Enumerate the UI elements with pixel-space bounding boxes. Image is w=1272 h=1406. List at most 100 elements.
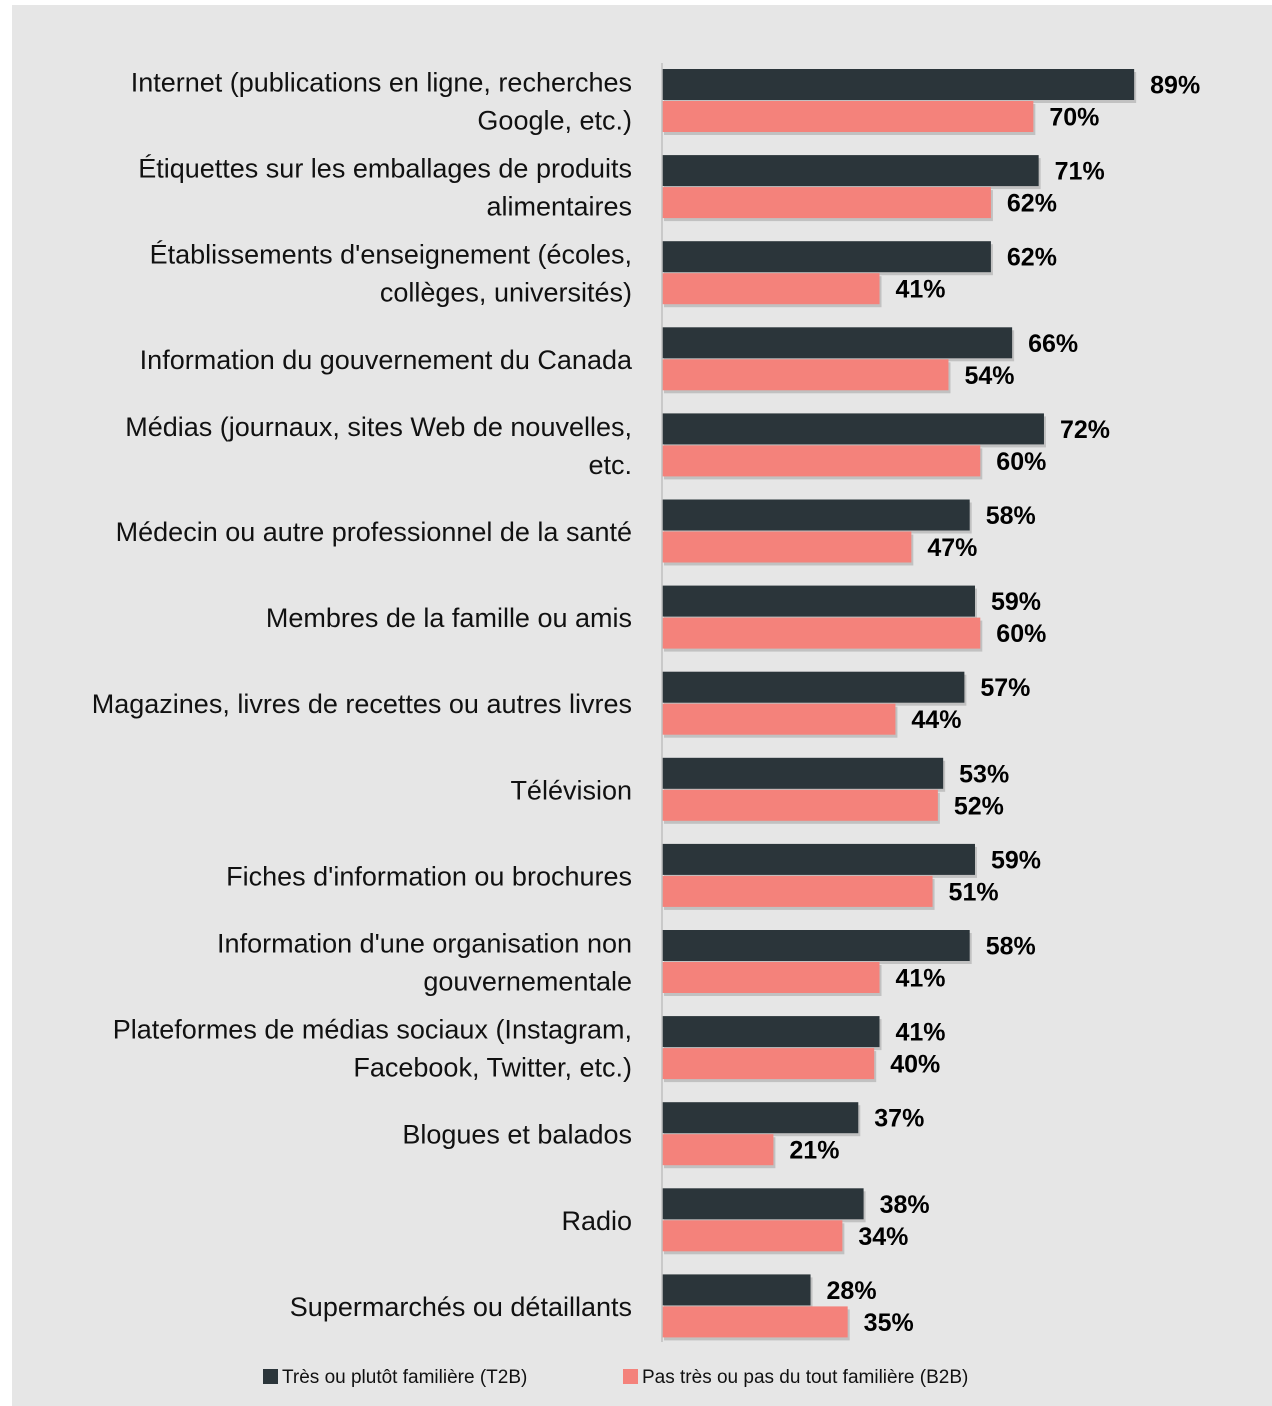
category-label-line: Télévision xyxy=(510,775,632,805)
category-label-line: etc. xyxy=(588,450,632,480)
value-label-t2b-5: 58% xyxy=(986,502,1036,530)
value-label-b2b-0: 70% xyxy=(1049,104,1099,132)
value-label-t2b-14: 28% xyxy=(827,1277,877,1305)
category-label-7: Magazines, livres de recettes ou autres … xyxy=(92,689,632,719)
value-label-t2b-4: 72% xyxy=(1060,416,1110,444)
bar-b2b-14 xyxy=(662,1306,848,1338)
legend-item-b2b: Pas très ou pas du tout familière (B2B) xyxy=(623,1367,968,1388)
category-label-line: collèges, universités) xyxy=(380,278,632,308)
bar-t2b-2 xyxy=(662,241,991,273)
value-label-t2b-2: 62% xyxy=(1007,244,1057,272)
category-label-line: Plateformes de médias sociaux (Instagram… xyxy=(113,1015,632,1045)
category-label-line: Internet (publications en ligne, recherc… xyxy=(131,68,632,98)
category-label-3: Information du gouvernement du Canada xyxy=(140,345,633,375)
bar-chart: Internet (publications en ligne, recherc… xyxy=(92,63,1200,1388)
value-label-b2b-2: 41% xyxy=(896,276,946,304)
category-label-9: Fiches d'information ou brochures xyxy=(226,861,632,891)
category-label-line: Médecin ou autre professionnel de la san… xyxy=(116,517,632,547)
bar-b2b-6 xyxy=(662,617,981,649)
bar-b2b-4 xyxy=(662,445,981,477)
bar-b2b-2 xyxy=(662,273,880,305)
bar-t2b-4 xyxy=(662,413,1044,445)
category-label-line: Facebook, Twitter, etc.) xyxy=(353,1053,632,1083)
category-label-line: Information d'une organisation non xyxy=(217,929,632,959)
value-label-t2b-0: 89% xyxy=(1150,72,1200,100)
bar-t2b-8 xyxy=(662,757,944,789)
bar-b2b-13 xyxy=(662,1220,843,1252)
category-label-5: Médecin ou autre professionnel de la san… xyxy=(116,517,632,547)
category-label-line: Étiquettes sur les emballages de produit… xyxy=(138,154,632,184)
legend-item-t2b: Très ou plutôt familière (T2B) xyxy=(263,1367,527,1388)
legend-swatch-b2b xyxy=(623,1369,638,1384)
bar-t2b-9 xyxy=(662,843,975,875)
category-label-8: Télévision xyxy=(510,775,632,805)
bar-t2b-13 xyxy=(662,1188,864,1220)
bar-t2b-7 xyxy=(662,671,965,703)
bar-t2b-0 xyxy=(662,69,1135,100)
category-label-6: Membres de la famille ou amis xyxy=(266,603,632,633)
category-label-12: Blogues et balados xyxy=(402,1120,632,1150)
value-label-t2b-7: 57% xyxy=(980,674,1030,702)
legend-label-t2b: Très ou plutôt familière (T2B) xyxy=(282,1367,527,1388)
category-label-line: Établissements d'enseignement (écoles, xyxy=(150,240,632,270)
category-label-line: Google, etc.) xyxy=(477,106,632,136)
value-label-t2b-9: 59% xyxy=(991,846,1041,874)
category-label-line: Supermarchés ou détaillants xyxy=(290,1292,632,1322)
value-label-b2b-12: 21% xyxy=(789,1137,839,1165)
bar-b2b-11 xyxy=(662,1048,875,1080)
value-label-b2b-1: 62% xyxy=(1007,190,1057,218)
bar-b2b-7 xyxy=(662,703,896,735)
value-label-t2b-13: 38% xyxy=(880,1191,930,1219)
value-label-b2b-9: 51% xyxy=(949,878,999,906)
bar-b2b-1 xyxy=(662,187,991,219)
value-label-t2b-11: 41% xyxy=(896,1019,946,1047)
bar-t2b-6 xyxy=(662,585,975,617)
value-label-b2b-6: 60% xyxy=(996,620,1046,648)
category-label-4: Médias (journaux, sites Web de nouvelles… xyxy=(125,412,632,480)
bar-b2b-8 xyxy=(662,789,938,821)
value-label-b2b-4: 60% xyxy=(996,448,1046,476)
category-label-line: Information du gouvernement du Canada xyxy=(140,345,633,375)
value-label-b2b-8: 52% xyxy=(954,792,1004,820)
value-label-b2b-11: 40% xyxy=(890,1051,940,1079)
bar-b2b-12 xyxy=(662,1134,774,1166)
value-label-b2b-7: 44% xyxy=(911,706,961,734)
bar-b2b-0 xyxy=(662,101,1034,132)
value-label-t2b-10: 58% xyxy=(986,933,1036,961)
bar-t2b-14 xyxy=(662,1274,811,1306)
bar-t2b-12 xyxy=(662,1102,859,1134)
value-label-b2b-10: 41% xyxy=(896,965,946,993)
bar-b2b-3 xyxy=(662,359,949,391)
bar-b2b-10 xyxy=(662,962,880,993)
legend-label-b2b: Pas très ou pas du tout familière (B2B) xyxy=(642,1367,968,1388)
bar-b2b-9 xyxy=(662,875,933,907)
value-label-t2b-3: 66% xyxy=(1028,330,1078,358)
value-label-t2b-6: 59% xyxy=(991,588,1041,616)
chart-panel: Internet (publications en ligne, recherc… xyxy=(12,5,1272,1406)
category-labels: Internet (publications en ligne, recherc… xyxy=(92,68,633,1322)
category-label-1: Étiquettes sur les emballages de produit… xyxy=(138,154,632,222)
category-label-line: Radio xyxy=(561,1206,632,1236)
value-label-b2b-3: 54% xyxy=(964,362,1014,390)
category-label-line: Blogues et balados xyxy=(402,1120,632,1150)
category-label-line: alimentaires xyxy=(486,192,632,222)
bar-b2b-5 xyxy=(662,531,912,563)
value-labels: 89% 70% 71% 62% 62% 41% 66% 54% 72% 60% 58% 47% 59% 6… xyxy=(789,72,1200,1337)
value-label-t2b-1: 71% xyxy=(1055,158,1105,186)
bar-t2b-3 xyxy=(662,327,1013,359)
value-label-t2b-12: 37% xyxy=(874,1105,924,1133)
value-label-t2b-8: 53% xyxy=(959,760,1009,788)
bar-t2b-5 xyxy=(662,499,970,531)
category-label-14: Supermarchés ou détaillants xyxy=(290,1292,632,1322)
value-label-b2b-13: 34% xyxy=(858,1223,908,1251)
category-label-line: Fiches d'information ou brochures xyxy=(226,861,632,891)
bars xyxy=(662,69,1135,1338)
category-label-2: Établissements d'enseignement (écoles, co… xyxy=(150,240,632,308)
category-label-11: Plateformes de médias sociaux (Instagram… xyxy=(113,1015,632,1083)
value-label-b2b-5: 47% xyxy=(927,534,977,562)
legend: Très ou plutôt familière (T2B) Pas très … xyxy=(263,1367,968,1388)
bar-t2b-11 xyxy=(662,1016,880,1048)
category-label-13: Radio xyxy=(561,1206,632,1236)
category-label-line: Médias (journaux, sites Web de nouvelles… xyxy=(125,412,632,442)
bar-t2b-1 xyxy=(662,155,1039,187)
